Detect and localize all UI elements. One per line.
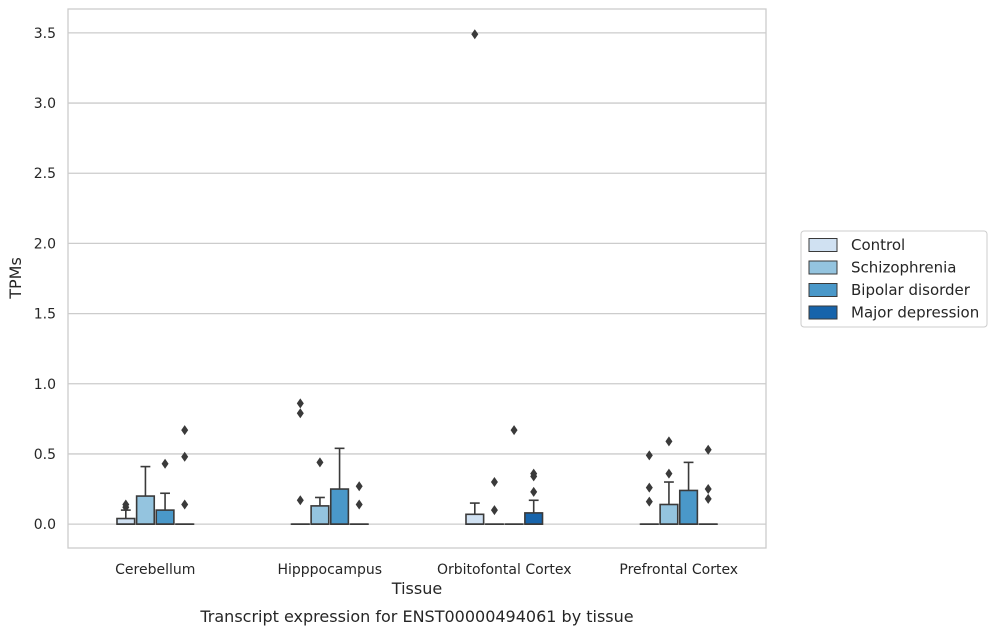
series-control (116, 29, 659, 525)
box (135, 495, 156, 525)
box (155, 509, 175, 525)
y-tick-label: 3.0 (34, 96, 56, 112)
box (310, 505, 330, 525)
y-tick-label: 1.5 (34, 307, 56, 323)
chart-caption: Transcript expression for ENST0000049406… (199, 607, 633, 626)
legend-label: Major depression (851, 304, 979, 322)
x-axis-label: Tissue (391, 579, 442, 598)
legend-swatch (808, 238, 838, 252)
x-tick-label: Hipppocampus (277, 562, 382, 578)
outlier-point (122, 499, 130, 510)
legend-swatch (808, 283, 838, 297)
outlier-point (471, 29, 479, 40)
box (116, 517, 136, 525)
legend-label: Control (851, 236, 905, 254)
x-tick-label: Prefrontal Cortex (619, 562, 738, 578)
outlier-point (355, 481, 363, 492)
y-tick-label: 3.5 (34, 26, 56, 42)
legend-label: Bipolar disorder (851, 281, 971, 299)
outlier-point (490, 477, 498, 488)
y-tick-label: 1.0 (34, 377, 56, 393)
outlier-point (490, 505, 498, 516)
grid-lines (68, 32, 766, 525)
outlier-point (181, 451, 189, 462)
y-tick-label: 2.5 (34, 166, 56, 182)
box (524, 512, 544, 525)
series-bipolar-disorder (155, 425, 699, 525)
outlier-point (665, 436, 673, 447)
outlier-point (161, 458, 169, 469)
outlier-point (296, 495, 304, 506)
outlier-point (510, 425, 518, 436)
outlier-point (645, 496, 653, 507)
outlier-point (665, 468, 673, 479)
outlier-point (530, 486, 538, 497)
y-axis-ticks: 0.0 0.5 1.0 1.5 2.0 2.5 3.0 3.5 (34, 26, 56, 533)
x-tick-label: Cerebellum (115, 562, 195, 578)
box (329, 488, 350, 525)
outlier-point (704, 444, 712, 455)
y-axis-label: TPMs (6, 257, 25, 300)
series-major-depression (175, 425, 718, 525)
plot-area-frame (67, 8, 767, 549)
outlier-point (530, 468, 538, 479)
box (659, 503, 679, 525)
outlier-point (296, 398, 304, 409)
outlier-point (645, 450, 653, 461)
outlier-point (704, 493, 712, 504)
legend: Control Schizophrenia Bipolar disorder Majo… (800, 230, 988, 328)
y-tick-label: 0.0 (34, 517, 56, 533)
y-tick-label: 0.5 (34, 447, 56, 463)
y-tick-label: 2.0 (34, 236, 56, 252)
outlier-point (296, 408, 304, 419)
box (678, 489, 699, 525)
legend-swatch (808, 305, 838, 320)
outlier-point (316, 457, 324, 468)
outlier-point (704, 484, 712, 495)
outlier-point (645, 482, 653, 493)
outlier-point (181, 499, 189, 510)
outlier-point (181, 425, 189, 436)
legend-frame (800, 230, 988, 328)
box (465, 513, 485, 525)
box-series (116, 29, 718, 525)
x-axis-ticks: Cerebellum Hipppocampus Orbitofontal Corte… (115, 562, 738, 578)
series-schizophrenia (135, 436, 679, 525)
outlier-point (355, 499, 363, 510)
x-tick-label: Orbitofontal Cortex (437, 562, 572, 578)
legend-swatch (808, 260, 838, 275)
legend-label: Schizophrenia (851, 259, 956, 277)
